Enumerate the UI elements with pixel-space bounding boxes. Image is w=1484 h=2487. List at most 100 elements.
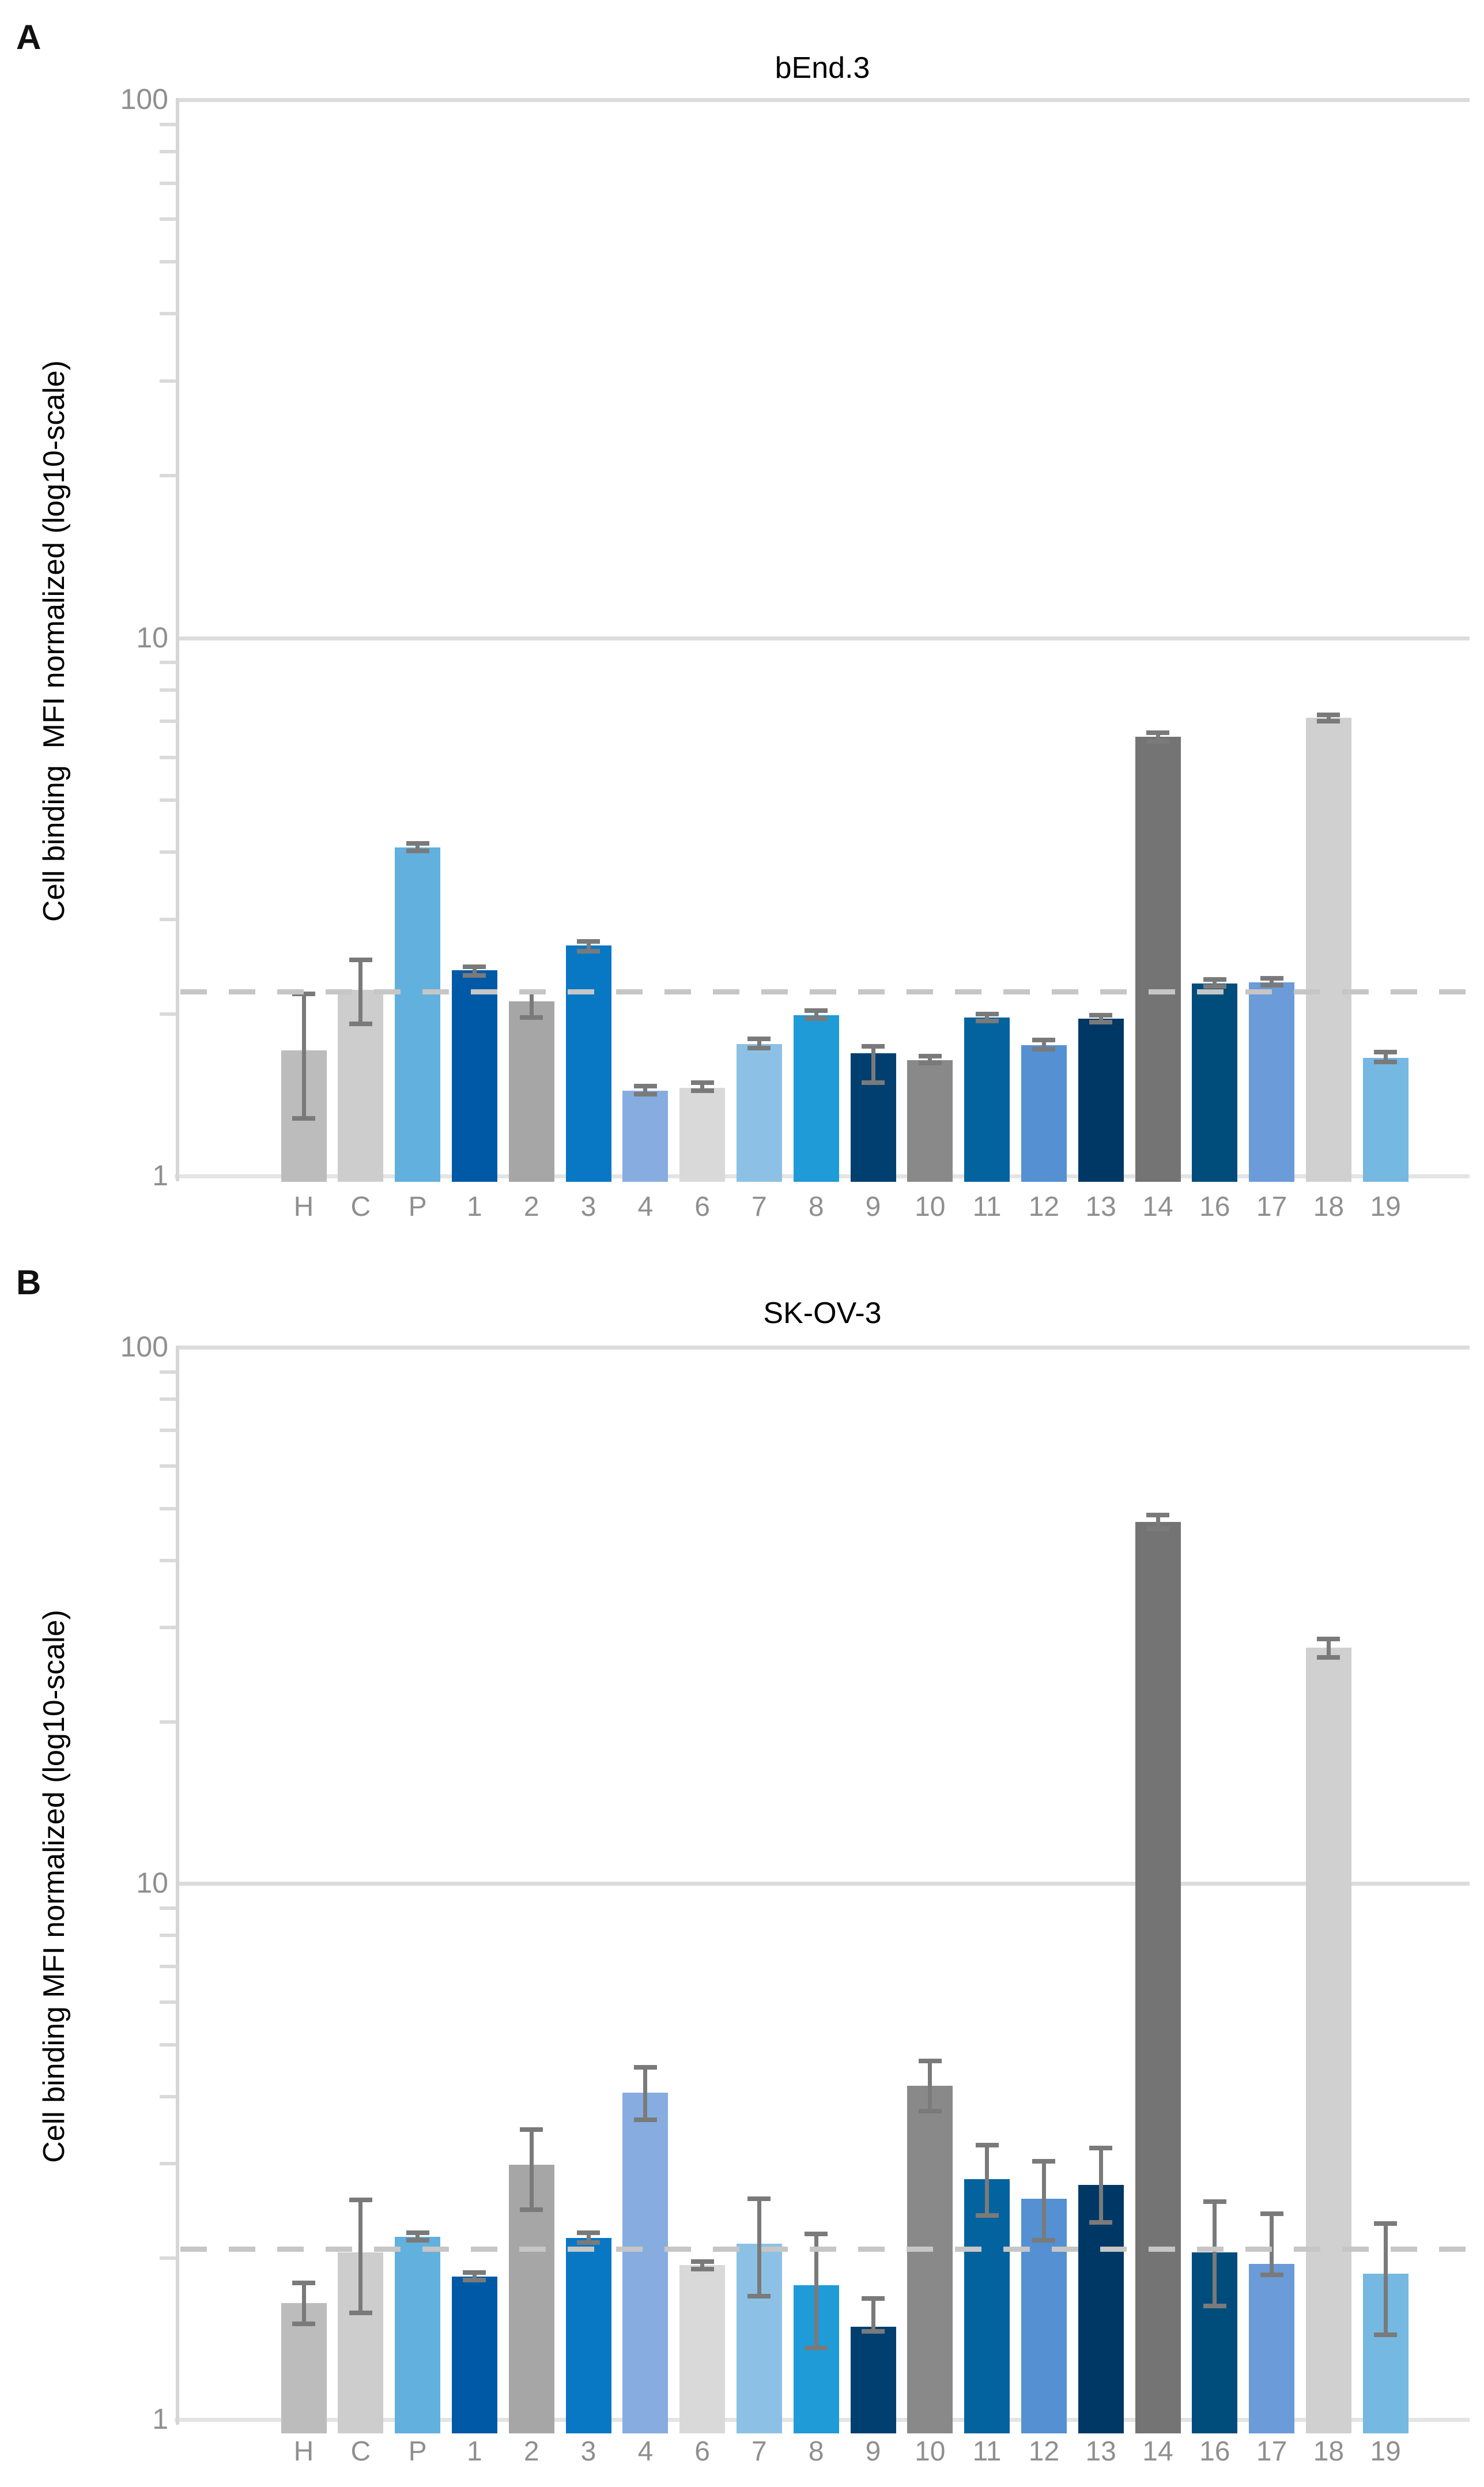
y-tick-label: 10 [136, 621, 168, 654]
y-minor-tick [160, 2000, 177, 2004]
error-bar-cap-bottom-9 [862, 2329, 885, 2334]
gridline-100 [177, 98, 1470, 102]
error-bar-cap-bottom-H [292, 2321, 315, 2326]
error-bar-cap-bottom-10 [918, 2109, 942, 2114]
error-bar-cap-bottom-17 [1260, 983, 1283, 988]
y-minor-tick [160, 1626, 177, 1630]
error-bar-cap-bottom-3 [577, 2240, 600, 2245]
x-tick-label-4: 4 [637, 1192, 654, 1222]
error-bar-cap-top-3 [577, 939, 600, 944]
y-tick-label: 10 [136, 1867, 168, 1899]
error-bar-cap-bottom-18 [1317, 1655, 1340, 1660]
error-bar-cap-bottom-2 [520, 1015, 543, 1020]
error-bar-line-17 [1270, 978, 1274, 986]
y-tick-label: 100 [120, 1331, 168, 1363]
x-tick-label-17: 17 [1256, 2436, 1287, 2467]
error-bar-cap-top-12 [1032, 2159, 1056, 2164]
y-minor-tick [160, 917, 177, 921]
error-bar-cap-bottom-12 [1032, 2237, 1056, 2243]
bar-13 [1078, 1019, 1124, 1182]
error-bar-cap-bottom-11 [975, 2213, 999, 2218]
y-minor-tick [160, 1906, 177, 1910]
error-bar-cap-bottom-10 [918, 1061, 942, 1066]
bar-9 [850, 2326, 896, 2433]
bar-16 [1192, 983, 1238, 1182]
error-bar-cap-bottom-12 [1032, 1047, 1056, 1052]
bar-19 [1362, 1057, 1409, 1182]
error-bar-cap-top-3 [577, 2230, 600, 2236]
y-minor-tick [160, 1720, 177, 1724]
error-bar-cap-top-13 [1089, 2145, 1113, 2150]
error-bar-cap-bottom-6 [690, 2266, 714, 2271]
error-bar-cap-bottom-19 [1374, 1059, 1398, 1064]
error-bar-cap-top-11 [975, 2142, 999, 2147]
bar-14 [1135, 737, 1181, 1182]
error-bar-line-18 [1326, 714, 1331, 722]
y-minor-tick [160, 150, 177, 154]
y-minor-tick [160, 1429, 177, 1433]
x-tick-label-8: 8 [808, 2436, 824, 2467]
bar-14 [1135, 1522, 1181, 2433]
error-bar-cap-bottom-8 [805, 2345, 828, 2350]
x-tick-label-11: 11 [972, 2436, 1002, 2467]
error-bar-line-P [416, 2233, 420, 2240]
error-bar-line-11 [985, 2145, 990, 2216]
x-tick-label-9: 9 [865, 1192, 881, 1222]
error-bar-line-6 [700, 1083, 705, 1091]
x-tick-label-16: 16 [1199, 2436, 1230, 2467]
y-minor-tick [160, 122, 177, 126]
x-tick-label-18: 18 [1313, 1192, 1345, 1222]
x-tick-label-2: 2 [523, 2436, 539, 2467]
error-bar-line-13 [1098, 1015, 1103, 1023]
x-tick-label-6: 6 [694, 2436, 710, 2467]
error-bar-cap-bottom-13 [1089, 2220, 1113, 2225]
error-bar-line-10 [928, 1056, 932, 1064]
error-bar-line-2 [529, 2130, 534, 2210]
x-tick-label-12: 12 [1028, 2436, 1060, 2467]
x-tick-label-P: P [408, 1192, 427, 1222]
x-tick-label-12: 12 [1028, 1192, 1060, 1222]
bar-8 [793, 1015, 839, 1182]
y-minor-tick [160, 260, 177, 263]
error-bar-cap-bottom-2 [520, 2207, 543, 2213]
y-minor-tick [160, 1012, 177, 1016]
error-bar-line-10 [928, 2061, 932, 2112]
error-bar-cap-bottom-3 [577, 948, 600, 954]
plot-area-a: 100 10 1 H C P 1 2 3 4 6 7 8 9 10 11 12 13 14 16 17 18 19 [120, 85, 1472, 1222]
error-bar-line-11 [985, 1013, 990, 1022]
y-minor-tick [160, 850, 177, 854]
gridline-100 [177, 1346, 1470, 1350]
y-minor-tick [160, 217, 177, 221]
error-bar-cap-top-2 [520, 2127, 543, 2132]
y-minor-tick [160, 181, 177, 185]
x-tick-label-18: 18 [1313, 2436, 1345, 2467]
error-bar-cap-top-16 [1203, 2199, 1226, 2204]
error-bar-line-19 [1383, 2224, 1388, 2335]
error-bar-line-12 [1041, 1039, 1046, 1050]
panel-A: A bEnd.3 Cell binding MFI normalized (lo… [16, 18, 1472, 1222]
x-tick-label-11: 11 [972, 1192, 1002, 1222]
error-bar-cap-top-8 [805, 2231, 828, 2236]
x-tick-label-2: 2 [523, 1192, 539, 1222]
error-bar-line-4 [643, 2067, 648, 2120]
x-tick-label-14: 14 [1142, 2436, 1173, 2467]
error-bar-cap-top-10 [918, 2059, 942, 2064]
x-tick-label-10: 10 [915, 1192, 946, 1222]
x-tick-label-6: 6 [694, 1192, 710, 1222]
x-tick-label-19: 19 [1370, 1192, 1401, 1222]
error-bar-cap-top-H [292, 2280, 315, 2285]
y-minor-tick [160, 755, 177, 759]
bar-4 [622, 1091, 669, 1182]
bar-P [395, 2237, 441, 2433]
plot-area-b: 100 10 1 H C P 1 2 3 4 6 7 8 9 10 11 12 13 14 16 17 18 19 [0, 1245, 1484, 2487]
error-bar-cap-top-7 [747, 1036, 771, 1041]
error-bar-cap-top-19 [1374, 1049, 1398, 1054]
error-bar-cap-top-6 [690, 1080, 714, 1086]
error-bar-cap-top-1 [463, 2270, 486, 2275]
error-bar-cap-top-7 [747, 2196, 771, 2202]
bar-1 [451, 970, 497, 1182]
x-tick-label-16: 16 [1199, 1192, 1230, 1222]
error-bar-cap-top-9 [862, 2296, 885, 2301]
x-tick-label-7: 7 [752, 1192, 767, 1222]
panel-label-b: B [16, 1263, 41, 1302]
